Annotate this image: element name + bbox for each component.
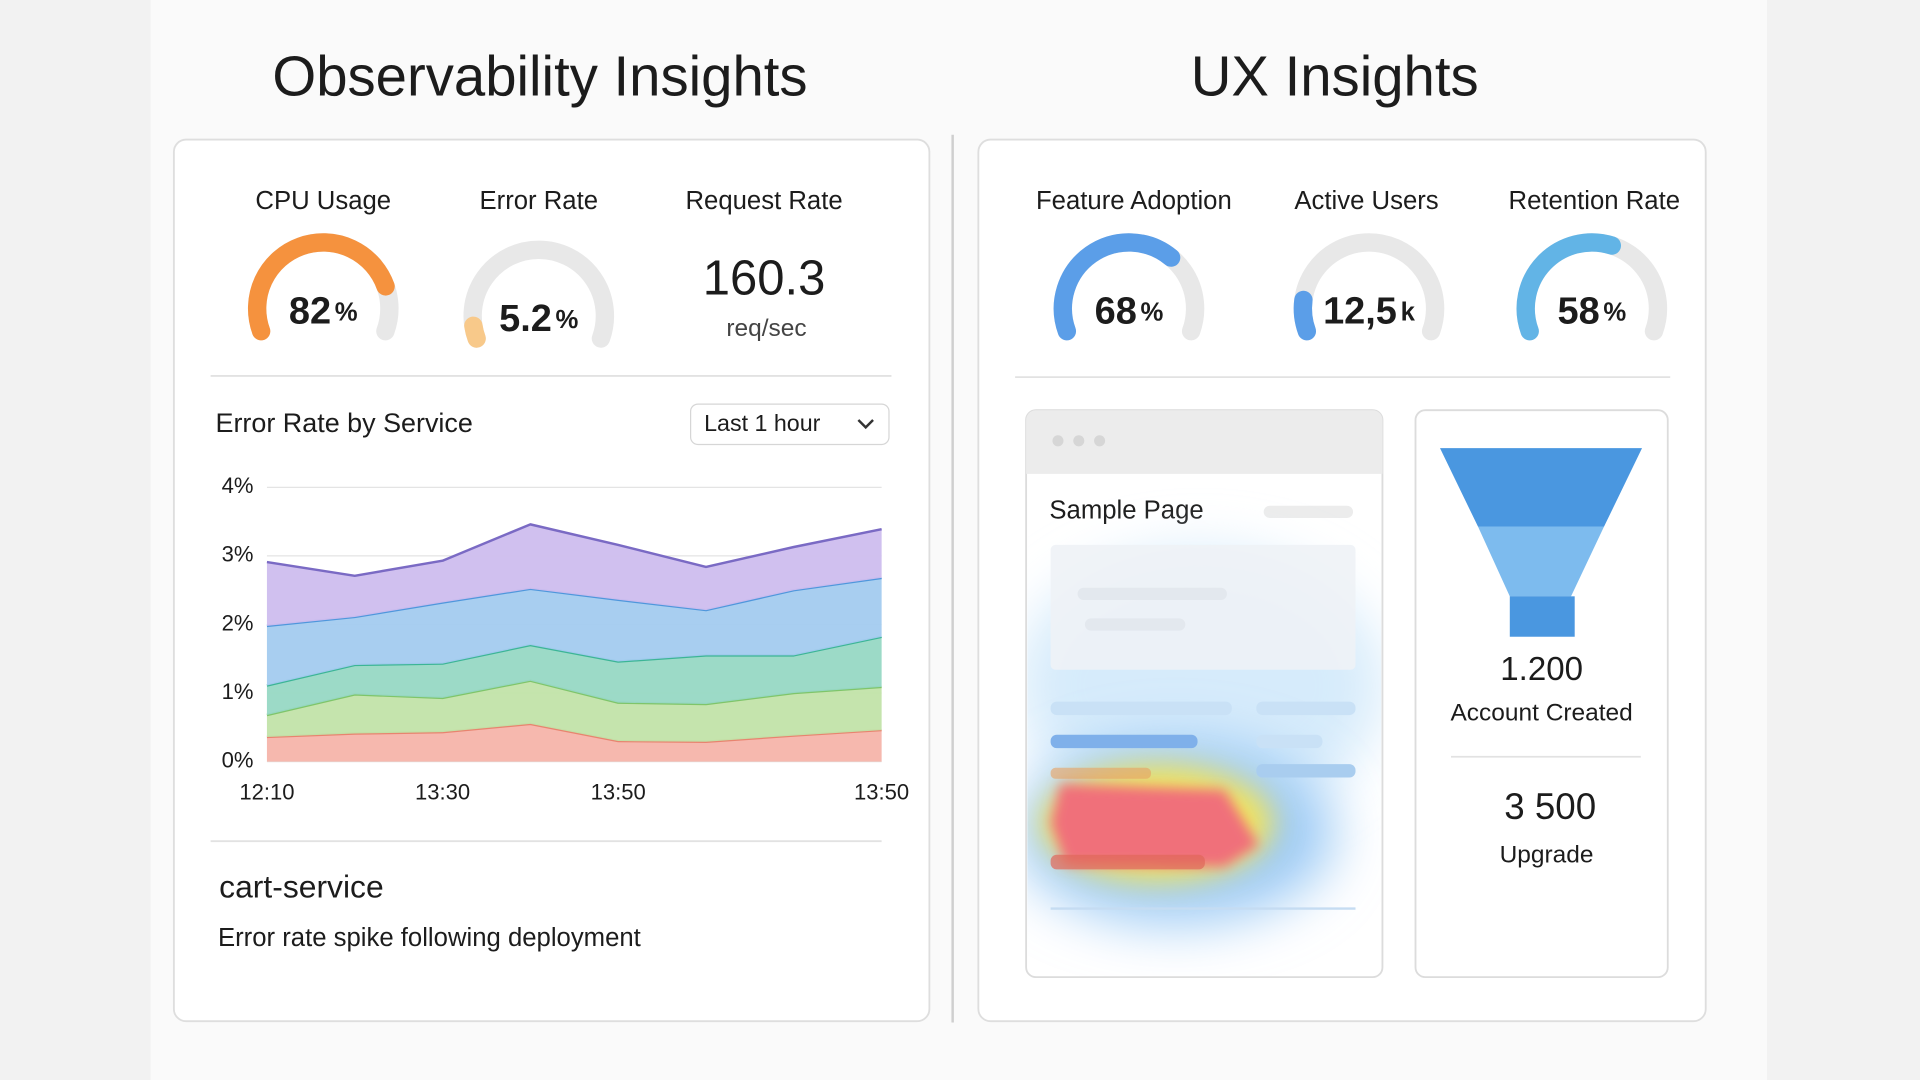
funnel-stage: [1440, 448, 1643, 527]
skeleton: [1077, 587, 1227, 600]
gauge-fill: [1293, 290, 1317, 341]
funnel-stage: [1477, 526, 1605, 597]
gauge-number: 12,5: [1323, 291, 1397, 333]
y-tick-label: 1%: [222, 679, 254, 704]
skeleton: [1050, 734, 1198, 749]
gauge-unit: %: [335, 298, 358, 326]
gauge-fill: [1053, 233, 1181, 341]
range-dropdown[interactable]: Last 1 hour: [690, 403, 890, 446]
gauge-fill: [1516, 233, 1622, 341]
skeleton: [1050, 854, 1205, 870]
dot: [1052, 435, 1064, 447]
metric-label: Request Rate: [685, 187, 842, 215]
skeleton: [1256, 701, 1356, 716]
card: [1414, 409, 1669, 979]
y-tick-label: 0%: [222, 747, 254, 772]
skeleton: [1256, 764, 1356, 778]
heat-blob: [1050, 783, 1259, 867]
area: [266, 524, 882, 626]
dot: [1073, 435, 1085, 447]
chart-title: Error Rate by Service: [216, 408, 473, 438]
section-title: UX Insights: [1191, 45, 1479, 108]
skeleton: [1050, 767, 1152, 779]
funnel-value: 1.200: [1500, 651, 1583, 688]
alert-message: Error rate spike following deployment: [218, 924, 641, 952]
alert-service: cart-service: [219, 868, 383, 904]
gauge-unit: %: [556, 306, 579, 334]
x-tick-label: 13:50: [591, 779, 646, 804]
area-line: [266, 523, 882, 578]
gauge-unit: k: [1401, 298, 1416, 326]
x-tick-label: 13:30: [415, 779, 470, 804]
gauge-fill: [247, 233, 395, 341]
x-tick-label: 12:10: [239, 779, 294, 804]
y-tick-label: 3%: [222, 542, 254, 567]
gauge-value: 82%: [289, 291, 358, 333]
heatmap-card: Sample Page: [1025, 409, 1384, 979]
metric-label: Active Users: [1294, 187, 1438, 215]
area: [266, 680, 882, 742]
gauge-value: 5.2%: [499, 298, 578, 340]
gauge-value: 12,5 k: [1323, 291, 1416, 333]
funnel-stage: [1509, 596, 1575, 637]
gauge-number: 68: [1095, 291, 1137, 333]
metric-label: CPU Usage: [255, 187, 391, 215]
skeleton: [1084, 618, 1186, 631]
skeleton: [1256, 734, 1323, 749]
gauge-number: 58: [1557, 291, 1599, 333]
gauge-number: 82: [289, 291, 331, 333]
gauge-value: 68%: [1095, 291, 1164, 333]
gauge-fill: [464, 316, 486, 348]
placeholder: [1050, 544, 1356, 670]
metric-value: 160.3: [703, 252, 826, 306]
chevron[interactable]: [857, 419, 874, 430]
x-tick-label: 13:50: [854, 779, 909, 804]
dropdown-box[interactable]: [690, 403, 890, 446]
skeleton: [1050, 701, 1232, 716]
gauge-value: 58%: [1557, 291, 1626, 333]
funnel-label: Upgrade: [1500, 841, 1594, 868]
area: [266, 577, 882, 686]
metric-label: Retention Rate: [1509, 187, 1680, 215]
gauge-number: 5.2: [499, 298, 552, 340]
dot: [1094, 435, 1106, 447]
metric-unit: req/sec: [726, 315, 806, 342]
y-tick-label: 4%: [222, 473, 254, 498]
funnel-card: 1.200 Account Created 3 500 Upgrade: [1414, 409, 1669, 979]
gauge-unit: %: [1140, 298, 1163, 326]
skeleton: [1263, 505, 1354, 518]
metric-label: Feature Adoption: [1036, 187, 1232, 215]
gauge-track: [463, 240, 615, 348]
gauge-unit: %: [1603, 298, 1626, 326]
dropdown-label[interactable]: Last 1 hour: [704, 410, 821, 436]
page-title: Sample Page: [1049, 497, 1203, 525]
section-title: Observability Insights: [272, 45, 807, 108]
metric-label: Error Rate: [479, 187, 598, 215]
funnel-value: 3 500: [1504, 786, 1596, 827]
funnel-label: Account Created: [1451, 699, 1633, 726]
y-tick-label: 2%: [222, 610, 254, 635]
browser-bar: [1026, 410, 1383, 474]
